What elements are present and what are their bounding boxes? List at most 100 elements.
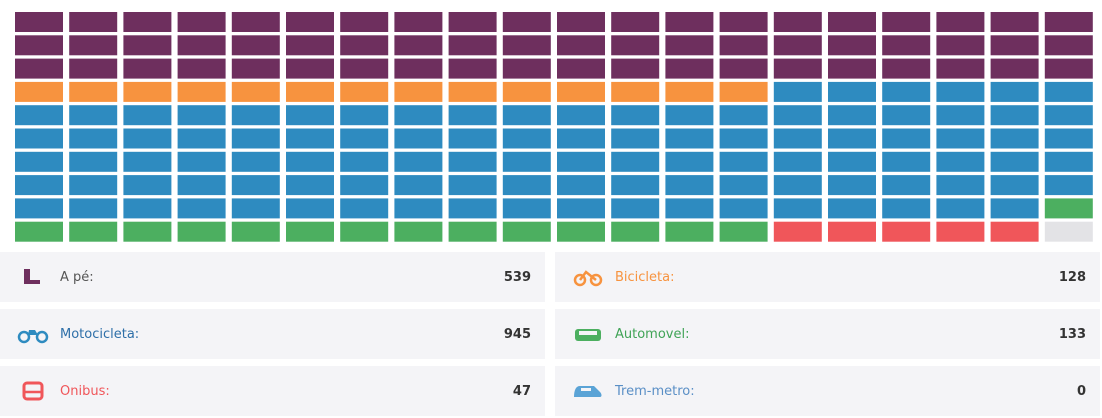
waffle-cell bbox=[719, 81, 768, 102]
icon bbox=[35, 330, 49, 344]
legend-item: A pé: 539 bbox=[0, 252, 545, 304]
waffle-cell bbox=[15, 12, 63, 32]
waffle-cell bbox=[502, 35, 551, 56]
waffle-cell bbox=[882, 221, 931, 242]
waffle-cell bbox=[665, 175, 714, 196]
icon bbox=[589, 273, 603, 287]
waffle-cell bbox=[286, 81, 334, 102]
waffle-cell bbox=[394, 175, 443, 196]
waffle-cell bbox=[69, 128, 118, 149]
waffle-cell bbox=[502, 221, 551, 242]
waffle-cell bbox=[1044, 81, 1093, 102]
waffle-cell bbox=[828, 105, 876, 126]
waffle-cell bbox=[828, 151, 876, 172]
waffle-cell bbox=[773, 198, 822, 219]
waffle-cell bbox=[394, 198, 443, 219]
waffle-cell bbox=[936, 151, 985, 172]
legend-label: Onibus: bbox=[60, 383, 110, 399]
waffle-cell bbox=[177, 58, 226, 79]
legend-value: 0 bbox=[1076, 383, 1086, 399]
waffle-cell bbox=[502, 105, 551, 126]
legend-value: 539 bbox=[503, 269, 531, 285]
waffle-cell bbox=[990, 12, 1039, 32]
waffle-cell bbox=[340, 12, 389, 32]
waffle-cell bbox=[502, 58, 551, 79]
waffle-cell bbox=[15, 198, 63, 219]
waffle-cell bbox=[69, 35, 118, 56]
waffle-cell bbox=[15, 58, 63, 79]
waffle-cell bbox=[1044, 128, 1093, 149]
waffle-cell bbox=[394, 58, 443, 79]
waffle-cell bbox=[936, 58, 985, 79]
waffle-cell bbox=[611, 198, 660, 219]
waffle-cell bbox=[882, 58, 931, 79]
waffle-cell bbox=[1044, 198, 1093, 219]
waffle-cell bbox=[123, 175, 172, 196]
waffle-cell bbox=[719, 128, 768, 149]
waffle-cell bbox=[69, 105, 118, 126]
waffle-cell bbox=[177, 105, 226, 126]
waffle-cell bbox=[1044, 151, 1093, 172]
legend-item: Automovel: 133 bbox=[555, 309, 1100, 361]
waffle-cell bbox=[286, 58, 334, 79]
waffle-cell bbox=[69, 81, 118, 102]
icon bbox=[17, 330, 31, 344]
waffle-cell bbox=[773, 81, 822, 102]
waffle-cell bbox=[1044, 58, 1093, 79]
waffle-cell bbox=[448, 151, 497, 172]
waffle-cell bbox=[773, 58, 822, 79]
waffle-cell bbox=[15, 35, 63, 56]
waffle-cell bbox=[773, 128, 822, 149]
waffle-cell bbox=[340, 35, 389, 56]
waffle-cell bbox=[123, 151, 172, 172]
waffle-cell bbox=[936, 12, 985, 32]
waffle-cell bbox=[15, 81, 63, 102]
waffle-cell bbox=[231, 12, 280, 32]
waffle-cell bbox=[990, 198, 1039, 219]
waffle-cell bbox=[123, 105, 172, 126]
waffle-cell bbox=[719, 35, 768, 56]
waffle-cell bbox=[936, 35, 985, 56]
waffle-cell bbox=[286, 35, 334, 56]
legend-item: Bicicleta: 128 bbox=[555, 252, 1100, 304]
waffle-cell bbox=[231, 128, 280, 149]
waffle-cell bbox=[69, 12, 118, 32]
waffle-cell bbox=[15, 128, 63, 149]
waffle-cell bbox=[502, 175, 551, 196]
waffle-cell bbox=[773, 35, 822, 56]
waffle-cell bbox=[340, 81, 389, 102]
waffle-cell bbox=[394, 105, 443, 126]
legend-label: Motocicleta: bbox=[60, 326, 140, 342]
waffle-cell bbox=[882, 12, 931, 32]
waffle-cell bbox=[394, 128, 443, 149]
waffle-cell bbox=[340, 221, 389, 242]
waffle-cell bbox=[828, 221, 876, 242]
waffle-cell bbox=[1044, 175, 1093, 196]
waffle-cell bbox=[665, 105, 714, 126]
waffle-cell bbox=[69, 58, 118, 79]
waffle-cell bbox=[990, 128, 1039, 149]
waffle-cell bbox=[936, 105, 985, 126]
waffle-cell bbox=[557, 175, 605, 196]
waffle-cell bbox=[394, 151, 443, 172]
icon bbox=[28, 330, 38, 335]
legend-icon bbox=[22, 381, 44, 401]
waffle-cell bbox=[719, 221, 768, 242]
waffle-cell bbox=[719, 151, 768, 172]
legend-label: A pé: bbox=[60, 269, 94, 285]
waffle-cell bbox=[557, 81, 605, 102]
waffle-cell bbox=[990, 221, 1039, 242]
legend: A pé: 539 Bicicleta: 128 Motocicleta: 945 Auto… bbox=[0, 252, 1102, 418]
waffle-cell bbox=[177, 128, 226, 149]
waffle-cell bbox=[502, 12, 551, 32]
waffle-cell bbox=[15, 175, 63, 196]
waffle-cell bbox=[936, 175, 985, 196]
waffle-cell bbox=[231, 58, 280, 79]
waffle-cell bbox=[665, 12, 714, 32]
waffle-cell bbox=[15, 105, 63, 126]
waffle-cell bbox=[231, 151, 280, 172]
waffle-cell bbox=[15, 151, 63, 172]
legend-icon bbox=[575, 329, 601, 341]
icon bbox=[579, 270, 597, 281]
waffle-cell bbox=[448, 105, 497, 126]
